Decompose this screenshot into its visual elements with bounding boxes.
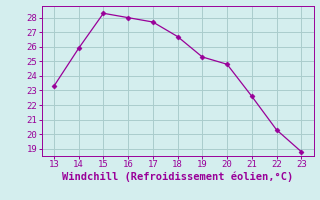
X-axis label: Windchill (Refroidissement éolien,°C): Windchill (Refroidissement éolien,°C): [62, 172, 293, 182]
